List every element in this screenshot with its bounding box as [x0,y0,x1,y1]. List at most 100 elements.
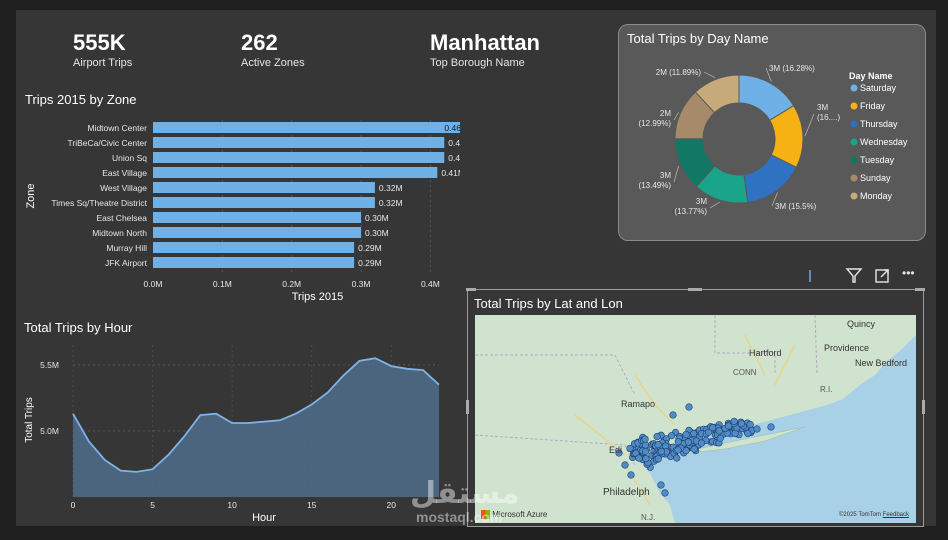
legend-marker [850,192,858,200]
map-point[interactable] [673,454,681,462]
legend-entry[interactable]: Sunday [860,173,891,183]
map-point[interactable] [674,438,682,446]
zone-x-axis-title: Trips 2015 [292,291,344,303]
map-point[interactable] [635,454,643,462]
zone-bar[interactable] [153,212,362,223]
map-point[interactable] [715,427,723,435]
map-point[interactable] [730,417,738,425]
legend-entry[interactable]: Monday [860,191,893,201]
filter-icon[interactable] [845,268,863,283]
donut-leader-line [765,67,772,82]
map-point[interactable] [668,432,676,440]
map-visual[interactable]: Total Trips by Lat and Lon Quincy Hartfo… [466,288,925,527]
hour-series-line[interactable] [72,357,440,473]
day-name-card[interactable]: Total Trips by Day Name 3M (16.28%) 3M (16… [618,24,926,241]
zone-data-label: 0.46M [444,123,460,133]
map-point[interactable] [684,438,692,446]
legend-entry[interactable]: Tuesday [860,155,895,165]
map-point[interactable] [685,403,693,411]
zone-data-label: 0.32M [379,198,403,208]
zone-category-label: East Chelsea [96,213,147,223]
resize-handle[interactable] [466,400,469,414]
legend-entry[interactable]: Thursday [860,119,898,129]
donut-slice[interactable] [694,74,740,114]
map-point[interactable] [657,447,665,456]
map-point[interactable] [627,471,635,479]
kpi-airport-trips[interactable]: 555K Airport Trips [73,30,132,70]
zone-bar[interactable] [153,257,355,268]
map-point[interactable] [746,420,754,429]
zone-bar[interactable] [153,167,438,178]
map-point[interactable] [657,481,665,489]
resize-handle[interactable] [688,288,702,291]
kpi-label: Top Borough Name [430,57,525,69]
zone-bar[interactable] [153,137,445,148]
hour-area-fill [73,358,439,497]
map-point[interactable] [753,425,761,433]
legend-marker [850,138,858,146]
map-point[interactable] [654,441,662,449]
map-point[interactable] [654,455,662,463]
day-name-donut-chart[interactable]: 3M (16.28%)3M(16....)3M (15.5%)3M(13.77%… [619,51,925,239]
zone-bar[interactable] [153,227,362,238]
donut-data-label: (16....) [817,113,840,122]
map-point[interactable] [697,439,706,447]
map-point[interactable] [744,429,752,437]
donut-leader-line [703,71,716,78]
zone-x-tick: 0.0M [144,279,163,289]
kpi-top-borough[interactable]: Manhattan Top Borough Name [430,30,540,70]
more-options-icon[interactable]: ••• [902,266,915,280]
map-point[interactable] [615,449,623,457]
kpi-value: Manhattan [430,30,540,55]
map-area[interactable]: Quincy Hartford Providence New Bedford C… [475,315,916,523]
zone-bar[interactable] [153,197,375,208]
map-point[interactable] [669,411,677,419]
zone-bar[interactable] [153,182,375,193]
map-point-cluster[interactable] [615,403,775,497]
zone-bar[interactable] [153,122,460,133]
zone-bar[interactable] [153,152,445,163]
zone-data-label: 0.42M [448,138,460,148]
legend-entry[interactable]: Saturday [860,83,897,93]
legend-entry[interactable]: Wednesday [860,137,908,147]
map-point[interactable] [626,444,634,452]
feedback-link[interactable]: Feedback [882,512,910,518]
map-point[interactable] [682,430,690,439]
map-point[interactable] [731,429,739,437]
map-point[interactable] [724,422,733,430]
map-point[interactable] [716,434,724,442]
kpi-active-zones[interactable]: 262 Active Zones [241,30,305,70]
zone-data-label: 0.30M [365,213,389,223]
map-point[interactable] [641,447,650,456]
map-point[interactable] [767,423,775,431]
zone-bar[interactable] [153,242,355,253]
resize-handle[interactable] [915,288,925,291]
hour-area-chart[interactable]: 5.5M 5.0M 0 5 10 15 20 Hour Total Trips [20,340,460,525]
donut-data-label: 3M (15.5%) [775,202,817,211]
map-point[interactable] [709,423,717,432]
map-point[interactable] [641,435,649,443]
map-title: Total Trips by Lat and Lon [474,296,623,311]
long-island-landmass [669,426,806,456]
map-point[interactable] [737,420,746,428]
map-point[interactable] [661,489,669,497]
resize-handle[interactable] [466,288,476,291]
kpi-label: Airport Trips [73,57,133,69]
map-point[interactable] [642,455,650,463]
legend-entry[interactable]: Friday [860,101,886,111]
map-point[interactable] [674,446,682,454]
donut-data-label: 3M [660,171,671,180]
zone-data-label: 0.41M [441,168,460,178]
map-point[interactable] [621,461,629,469]
donut-data-label: 2M [660,109,671,118]
ocean-region [645,315,916,523]
map-point[interactable] [690,445,698,453]
map-place-label: R.I. [820,385,833,394]
map-point[interactable] [690,429,698,438]
map-point[interactable] [653,432,661,441]
zone-bar-chart[interactable]: Midtown Center 0.46M TriBeCa/Civic Center 0… [20,112,460,307]
resize-handle[interactable] [922,400,925,414]
expand-icon[interactable] [875,269,889,283]
copyright-text: ©2025 TomTom [839,512,881,518]
